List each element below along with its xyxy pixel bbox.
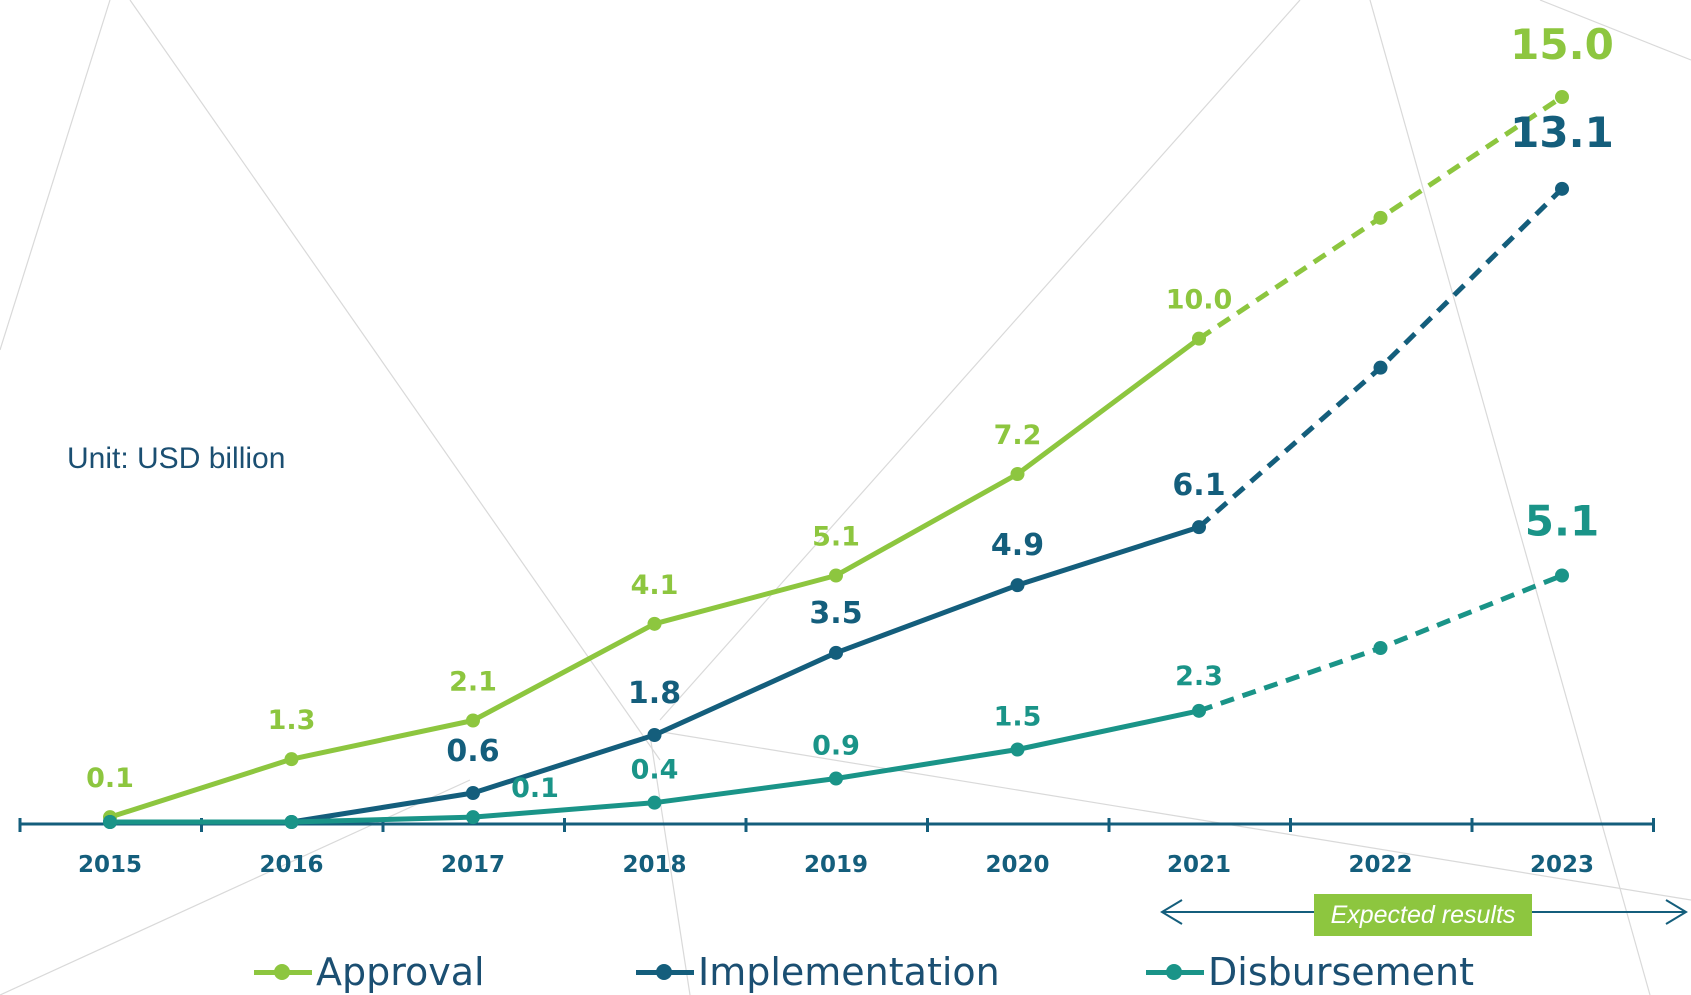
data-label: 0.1 xyxy=(511,773,559,804)
data-label: 7.2 xyxy=(994,420,1042,451)
data-point xyxy=(284,815,299,829)
data-label: 1.3 xyxy=(268,705,316,736)
data-point xyxy=(647,616,662,631)
data-label: 1.5 xyxy=(994,702,1042,733)
data-label: 13.1 xyxy=(1510,108,1614,157)
legend: Approval Implementation Disbursement xyxy=(0,952,1691,995)
data-label: 2.1 xyxy=(449,667,497,698)
data-label: 1.8 xyxy=(628,676,681,711)
data-point xyxy=(1555,90,1569,104)
legend-item-disbursement: Disbursement xyxy=(1146,952,1474,992)
legend-item-implementation: Implementation xyxy=(636,952,1000,992)
legend-label-implementation: Implementation xyxy=(698,950,1000,994)
data-label: 5.1 xyxy=(812,522,860,553)
x-tick-label: 2020 xyxy=(985,852,1049,878)
x-tick-label: 2021 xyxy=(1167,852,1231,878)
data-point xyxy=(103,815,117,829)
data-point xyxy=(829,645,843,660)
x-tick-label: 2019 xyxy=(804,852,868,878)
x-tick-label: 2022 xyxy=(1348,852,1412,878)
data-label: 10.0 xyxy=(1166,285,1233,316)
legend-label-approval: Approval xyxy=(316,950,485,994)
series-group xyxy=(103,90,1569,829)
data-point xyxy=(466,713,480,728)
expected-results-badge: Expected results xyxy=(1314,894,1532,936)
legend-swatch-icon xyxy=(1146,961,1204,983)
legend-label-disbursement: Disbursement xyxy=(1208,950,1474,994)
data-point xyxy=(1192,331,1206,346)
data-label: 4.1 xyxy=(631,570,679,601)
data-point xyxy=(1373,641,1388,655)
series-projection-implementation xyxy=(1197,187,1564,530)
x-tick-label: 2018 xyxy=(622,852,686,878)
data-point xyxy=(829,568,843,583)
legend-swatch-icon xyxy=(636,961,694,983)
unit-label: Unit: USD billion xyxy=(67,442,286,475)
data-label: 2.3 xyxy=(1175,661,1223,692)
data-point xyxy=(284,752,299,767)
data-point xyxy=(1192,520,1206,535)
legend-swatch-icon xyxy=(254,961,312,983)
data-label: 0.1 xyxy=(86,763,134,794)
x-tick-label: 2023 xyxy=(1530,852,1594,878)
data-point xyxy=(829,771,843,786)
x-tick-label: 2015 xyxy=(78,852,142,878)
data-point xyxy=(1373,210,1388,225)
data-label: 0.9 xyxy=(812,731,860,762)
data-point xyxy=(647,728,662,742)
data-point xyxy=(1010,578,1025,593)
data-point xyxy=(466,786,480,800)
data-point xyxy=(1555,181,1569,196)
x-axis: 2015 2016 2017 2018 2019 2020 2021 2022 2023 xyxy=(18,818,1655,878)
arrow-right-icon xyxy=(1665,899,1688,925)
data-labels: 0.1 1.3 2.1 4.1 5.1 7.2 10.0 15.0 0.6 1.8 3.5 4.9 6.… xyxy=(86,20,1614,804)
arrow-left-icon xyxy=(1160,899,1183,925)
legend-item-approval: Approval xyxy=(254,952,485,992)
data-label: 0.6 xyxy=(446,734,499,769)
data-label: 3.5 xyxy=(809,596,862,631)
data-point xyxy=(1010,742,1025,757)
data-point xyxy=(466,810,480,825)
data-label: 6.1 xyxy=(1172,468,1225,503)
data-label: 5.1 xyxy=(1525,497,1599,546)
data-point xyxy=(647,795,662,810)
data-point xyxy=(1555,568,1569,583)
data-point xyxy=(1010,467,1025,481)
data-point xyxy=(1373,360,1388,375)
data-label: 15.0 xyxy=(1510,20,1614,69)
data-point xyxy=(1192,703,1206,718)
data-label: 4.9 xyxy=(991,528,1044,563)
x-tick-label: 2017 xyxy=(441,852,505,878)
data-label: 0.4 xyxy=(631,755,679,786)
x-tick-label: 2016 xyxy=(259,852,323,878)
